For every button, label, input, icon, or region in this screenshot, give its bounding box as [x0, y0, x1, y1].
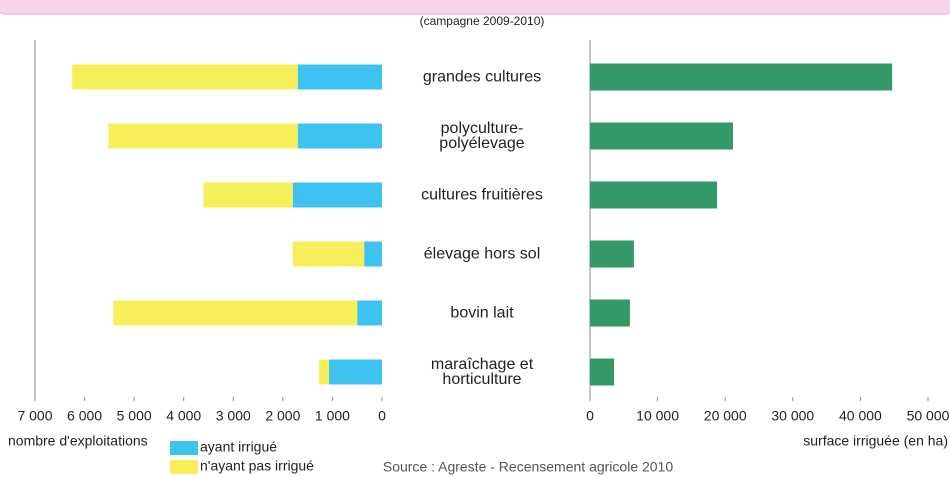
- bar-segment: [364, 241, 382, 267]
- x-tick-label: 1 000: [315, 408, 350, 424]
- bar: [590, 181, 718, 209]
- x-tick-label: 20 000: [704, 408, 747, 424]
- bar: [590, 122, 733, 150]
- bar: [590, 240, 634, 268]
- bar-segment: [108, 123, 298, 149]
- x-tick-label: 0: [586, 408, 594, 424]
- x-tick-label: 6 000: [67, 408, 102, 424]
- x-axis-label: nombre d'exploitations: [8, 433, 148, 449]
- bar-segment: [203, 182, 293, 208]
- category-label: cultures fruitières: [421, 186, 543, 204]
- x-tick-label: 3 000: [216, 408, 251, 424]
- legend-label: n'ayant pas irrigué: [200, 458, 314, 474]
- banner: [0, 0, 950, 15]
- bar-segment: [292, 241, 365, 267]
- bar-segment: [357, 300, 382, 326]
- x-tick-label: 0: [378, 408, 386, 424]
- category-label: grandes cultures: [422, 68, 542, 86]
- bar-segment: [328, 359, 382, 385]
- legend-swatch: [170, 460, 198, 474]
- x-tick-label: 50 000: [907, 408, 950, 424]
- legend-swatch: [170, 441, 198, 455]
- bar-segment: [319, 359, 329, 385]
- bar-segment: [292, 182, 382, 208]
- x-tick-label: 2 000: [265, 408, 300, 424]
- bar: [590, 358, 614, 386]
- bar-segment: [297, 64, 382, 90]
- bar-segment: [72, 64, 298, 90]
- x-tick-label: 40 000: [839, 408, 882, 424]
- bar: [590, 63, 893, 91]
- x-tick-label: 30 000: [771, 408, 814, 424]
- category-label: bovin lait: [450, 304, 514, 322]
- bar-segment: [297, 123, 382, 149]
- legend-label: ayant irrigué: [200, 439, 277, 455]
- x-tick-label: 5 000: [117, 408, 152, 424]
- x-tick-label: 4 000: [166, 408, 201, 424]
- x-tick-label: 7 000: [17, 408, 52, 424]
- x-axis-label: surface irriguée (en ha): [803, 433, 948, 449]
- category-label: polyculture- polyélevage: [439, 120, 525, 152]
- category-label: élevage hors sol: [423, 245, 541, 263]
- bar-segment: [113, 300, 358, 326]
- source: Source : Agreste - Recensement agricole …: [383, 459, 673, 475]
- subtitle: (campagne 2009-2010): [420, 14, 545, 28]
- category-label: maraîchage et horticulture: [430, 356, 534, 388]
- bar: [590, 299, 630, 327]
- x-tick-label: 10 000: [636, 408, 679, 424]
